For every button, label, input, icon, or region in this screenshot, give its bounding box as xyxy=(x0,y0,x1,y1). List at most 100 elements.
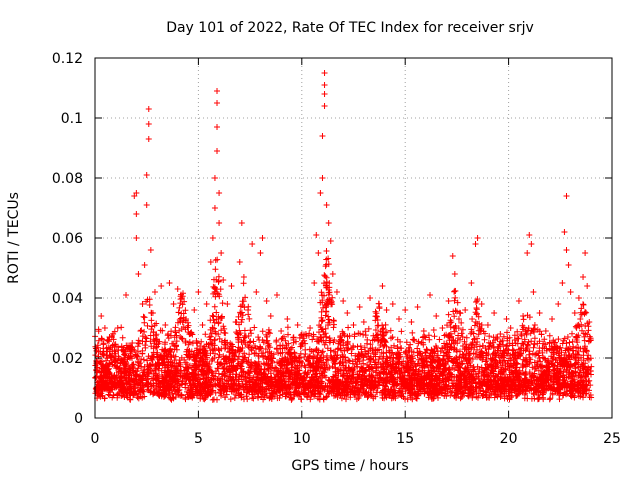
data-point xyxy=(170,301,177,307)
data-point xyxy=(118,373,125,379)
data-point xyxy=(218,250,225,256)
data-point xyxy=(373,313,380,319)
data-point xyxy=(145,106,152,112)
data-point xyxy=(114,325,121,331)
data-point xyxy=(154,337,161,343)
data-point xyxy=(455,316,462,322)
data-point xyxy=(145,136,152,142)
data-point xyxy=(259,235,266,241)
data-point xyxy=(340,298,347,304)
data-point xyxy=(402,307,409,313)
data-point xyxy=(214,148,221,154)
data-point xyxy=(199,322,206,328)
data-point xyxy=(263,298,270,304)
y-tick-label: 0.04 xyxy=(52,291,83,307)
data-point xyxy=(133,235,140,241)
data-point xyxy=(559,280,566,286)
data-point xyxy=(383,307,390,313)
data-point xyxy=(216,220,223,226)
data-point xyxy=(147,247,154,253)
data-point xyxy=(298,343,305,349)
data-point xyxy=(333,289,340,295)
data-point xyxy=(145,121,152,127)
data-point xyxy=(468,280,475,286)
data-point xyxy=(232,319,239,325)
y-tick-label: 0.08 xyxy=(52,171,83,187)
data-point xyxy=(207,259,214,265)
data-point xyxy=(228,283,235,289)
data-point xyxy=(98,313,105,319)
data-point xyxy=(224,301,231,307)
data-point xyxy=(125,364,132,370)
data-point xyxy=(420,328,427,334)
data-point xyxy=(323,202,330,208)
x-axis-label: GPS time / hours xyxy=(291,458,408,474)
data-point xyxy=(571,310,578,316)
data-point xyxy=(158,283,165,289)
data-point xyxy=(278,328,285,334)
data-point xyxy=(321,82,328,88)
data-point xyxy=(284,316,291,322)
data-point xyxy=(182,316,189,322)
data-point xyxy=(139,301,146,307)
data-point xyxy=(563,247,570,253)
data-point xyxy=(317,190,324,196)
data-point xyxy=(478,301,485,307)
x-tick-label: 20 xyxy=(500,431,518,447)
x-tick-label: 5 xyxy=(194,431,203,447)
data-point xyxy=(321,70,328,76)
data-point xyxy=(236,259,243,265)
data-point xyxy=(267,313,274,319)
data-point xyxy=(350,322,357,328)
x-tick-label: 25 xyxy=(603,431,621,447)
data-point xyxy=(367,295,374,301)
data-point xyxy=(238,220,245,226)
data-point xyxy=(575,295,582,301)
data-point xyxy=(211,205,218,211)
data-point xyxy=(439,325,446,331)
data-point xyxy=(96,379,103,385)
data-point xyxy=(151,289,158,295)
data-point xyxy=(135,271,142,277)
data-point xyxy=(580,274,587,280)
data-point xyxy=(565,262,572,268)
data-point xyxy=(584,283,591,289)
data-point xyxy=(515,298,522,304)
data-point xyxy=(195,289,202,295)
data-point xyxy=(524,250,531,256)
data-point xyxy=(129,340,136,346)
data-point xyxy=(414,304,421,310)
data-point xyxy=(319,133,326,139)
data-point xyxy=(484,322,491,328)
data-point xyxy=(141,262,148,268)
data-point xyxy=(319,175,326,181)
data-point xyxy=(112,358,119,364)
x-axis-tick-labels: 0 5 10 15 20 25 xyxy=(91,431,621,447)
data-point xyxy=(211,175,218,181)
data-point xyxy=(253,289,260,295)
data-point xyxy=(472,241,479,247)
data-point xyxy=(325,220,332,226)
data-point xyxy=(220,277,227,283)
data-point xyxy=(408,319,415,325)
data-point xyxy=(273,292,280,298)
data-point xyxy=(307,325,314,331)
data-band xyxy=(92,248,595,403)
data-point xyxy=(321,91,328,97)
data-point xyxy=(249,241,256,247)
data-point xyxy=(586,319,593,325)
data-point xyxy=(327,238,334,244)
data-point xyxy=(162,322,169,328)
data-point xyxy=(106,334,113,340)
data-point xyxy=(561,229,568,235)
data-point xyxy=(567,289,574,295)
data-point xyxy=(389,301,396,307)
data-point xyxy=(462,307,469,313)
data-point xyxy=(294,322,301,328)
data-point xyxy=(549,316,556,322)
data-point xyxy=(491,310,498,316)
data-point xyxy=(536,310,543,316)
data-point xyxy=(329,271,336,277)
data-point xyxy=(528,241,535,247)
data-point xyxy=(542,328,549,334)
